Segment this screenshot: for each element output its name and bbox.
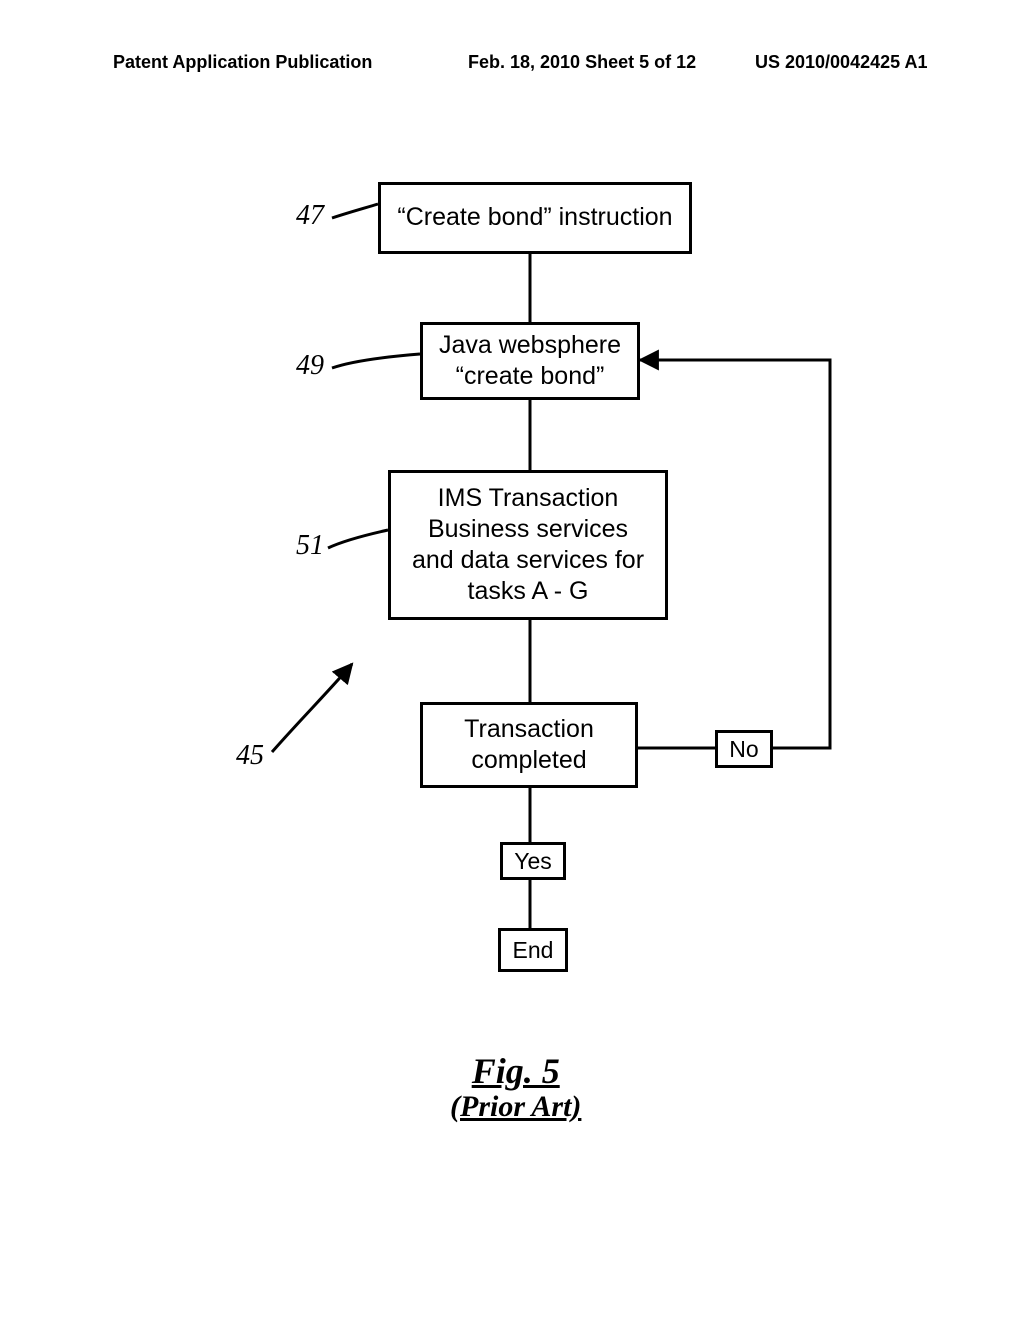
- box-end: End: [498, 928, 568, 972]
- ref-47: 47: [296, 200, 324, 232]
- figure-caption: Fig. 5 (Prior Art): [450, 1050, 581, 1124]
- ref-45: 45: [236, 740, 264, 772]
- ref-49: 49: [296, 350, 324, 382]
- header-center: Feb. 18, 2010 Sheet 5 of 12: [468, 52, 696, 73]
- patent-page: Patent Application Publication Feb. 18, …: [0, 0, 1024, 1320]
- header-right: US 2010/0042425 A1: [755, 52, 927, 73]
- caption-line2: (Prior Art): [450, 1090, 581, 1124]
- conn-no-loop: [640, 360, 830, 748]
- lead-49: [332, 354, 420, 368]
- ref-51: 51: [296, 530, 324, 562]
- box-label: No: [729, 735, 758, 764]
- box-create-bond-instruction: “Create bond” instruction: [378, 182, 692, 254]
- box-label: IMS Transaction Business services and da…: [412, 483, 644, 608]
- header-left: Patent Application Publication: [113, 52, 372, 73]
- box-ims-transaction: IMS Transaction Business services and da…: [388, 470, 668, 620]
- box-label: Yes: [514, 847, 552, 876]
- lead-45: [272, 664, 352, 752]
- box-label: “Create bond” instruction: [397, 202, 672, 233]
- box-label: Java websphere “create bond”: [439, 330, 621, 393]
- box-java-websphere: Java websphere “create bond”: [420, 322, 640, 400]
- caption-line1: Fig. 5: [450, 1050, 581, 1092]
- box-label: End: [513, 936, 554, 965]
- box-transaction-completed: Transaction completed: [420, 702, 638, 788]
- box-no: No: [715, 730, 773, 768]
- box-label: Transaction completed: [464, 714, 594, 777]
- lead-51: [328, 530, 388, 548]
- box-yes: Yes: [500, 842, 566, 880]
- lead-47: [332, 204, 378, 218]
